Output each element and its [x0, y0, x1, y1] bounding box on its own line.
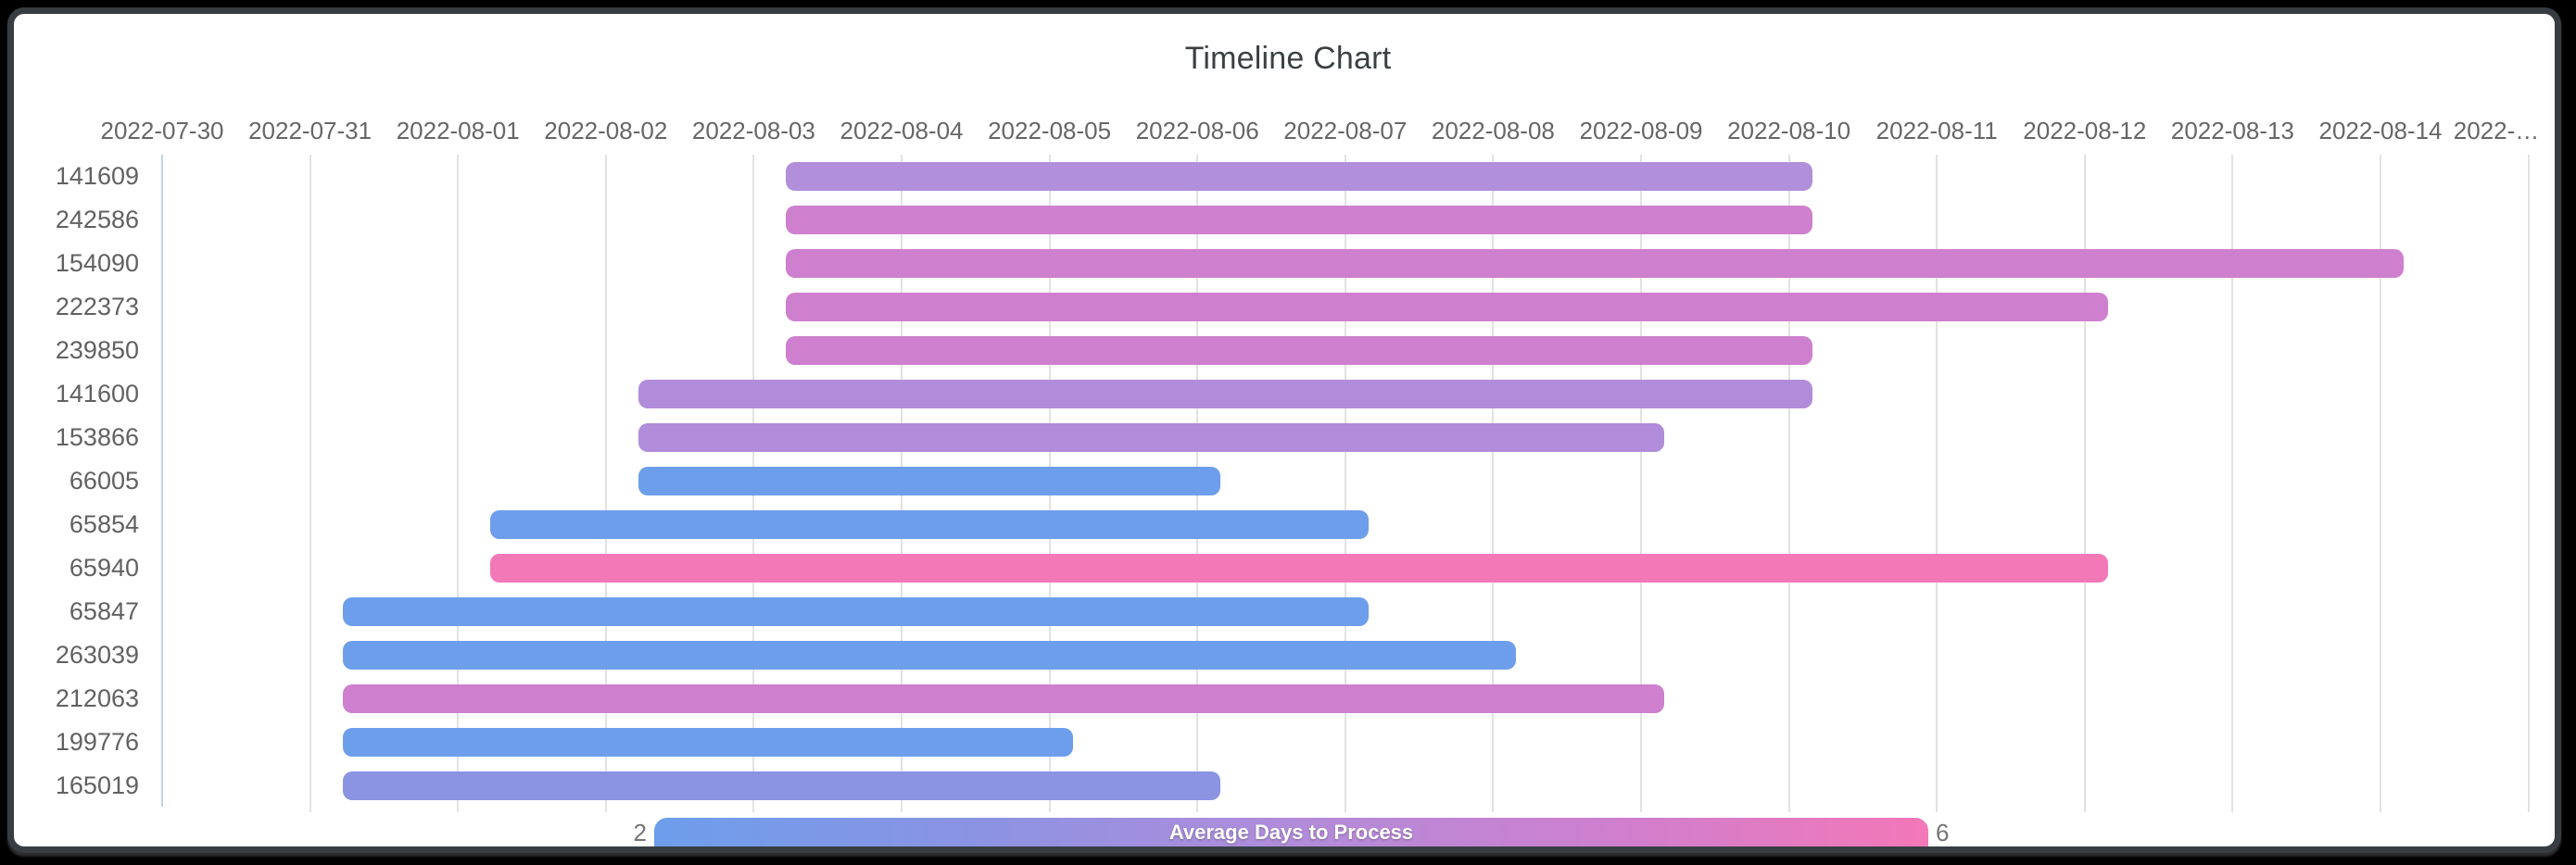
- gridline: [1640, 155, 1642, 812]
- row-label: 222373: [55, 293, 139, 320]
- timeline-bar[interactable]: [342, 641, 1517, 670]
- gridline: [1344, 155, 1346, 812]
- x-axis-label: 2022-08-11: [1875, 117, 1998, 144]
- legend-gradient-bar: [654, 818, 1928, 846]
- timeline-bar[interactable]: [490, 510, 1369, 539]
- timeline-bar[interactable]: [786, 249, 2404, 278]
- row-label: 154090: [55, 249, 139, 277]
- row-label: 141609: [55, 162, 139, 190]
- gridline: [161, 155, 163, 807]
- timeline-bar[interactable]: [638, 380, 1812, 408]
- x-axis-label: 2022-08-12: [2023, 117, 2147, 144]
- gridline: [604, 155, 607, 812]
- row-label: 141600: [55, 380, 139, 407]
- timeline-bar[interactable]: [342, 597, 1369, 626]
- x-axis-label: 2022-08-04: [840, 117, 964, 144]
- timeline-bar[interactable]: [342, 728, 1073, 757]
- x-axis-label: 2022-08-10: [1727, 117, 1851, 144]
- timeline-bar[interactable]: [786, 206, 1812, 234]
- row-label: 239850: [55, 336, 139, 364]
- x-axis-label: 2022-07-31: [248, 117, 373, 144]
- x-axis-label: 2022-08-01: [396, 117, 520, 144]
- gridline: [457, 155, 460, 812]
- row-label: 165019: [55, 771, 139, 799]
- x-axis-label: 2022-08-07: [1283, 117, 1408, 144]
- row-label: 263039: [55, 641, 139, 669]
- gridline: [2527, 155, 2530, 812]
- row-label: 65854: [69, 510, 139, 538]
- x-axis-label: 2022-08-03: [691, 117, 815, 144]
- gridline: [1492, 155, 1495, 812]
- legend-max-label: 6: [1936, 819, 1950, 846]
- x-axis-label: 2022-08-08: [1431, 117, 1555, 144]
- x-axis-label: 2022-08-05: [988, 117, 1112, 144]
- x-axis-label: 2022-08-06: [1135, 117, 1259, 144]
- timeline-bar[interactable]: [786, 336, 1812, 365]
- chart-title: Timeline Chart: [1184, 41, 1392, 76]
- x-axis-label: 2022-08-13: [2170, 117, 2294, 144]
- x-axis-label: 2022-08-09: [1579, 117, 1703, 144]
- row-label: 65940: [69, 554, 139, 582]
- x-axis-label-truncated: 2022-…: [2453, 117, 2540, 144]
- gridline: [309, 155, 311, 812]
- row-label: 242586: [55, 206, 139, 233]
- x-axis-label: 2022-08-02: [544, 117, 668, 144]
- timeline-bar[interactable]: [638, 423, 1664, 452]
- gridline: [1787, 155, 1790, 812]
- x-axis-label: 2022-07-30: [100, 117, 224, 144]
- gridline: [2083, 155, 2086, 812]
- row-label: 199776: [55, 728, 139, 756]
- timeline-bar[interactable]: [342, 771, 1221, 800]
- gridline: [1936, 155, 1938, 812]
- row-label: 65847: [69, 597, 139, 625]
- row-label: 153866: [55, 423, 139, 451]
- timeline-bar[interactable]: [786, 162, 1812, 191]
- gridline: [2231, 155, 2234, 812]
- x-axis-label: 2022-08-14: [2318, 117, 2443, 144]
- timeline-bar[interactable]: [490, 554, 2108, 583]
- legend-title: Average Days to Process: [1168, 820, 1414, 844]
- row-label: 212063: [55, 684, 139, 712]
- legend-min-label: 2: [633, 819, 647, 846]
- timeline-bar[interactable]: [786, 293, 2108, 321]
- row-label: 66005: [69, 467, 139, 495]
- gridline: [2380, 155, 2381, 812]
- timeline-bar[interactable]: [638, 467, 1221, 495]
- timeline-bar[interactable]: [342, 684, 1664, 713]
